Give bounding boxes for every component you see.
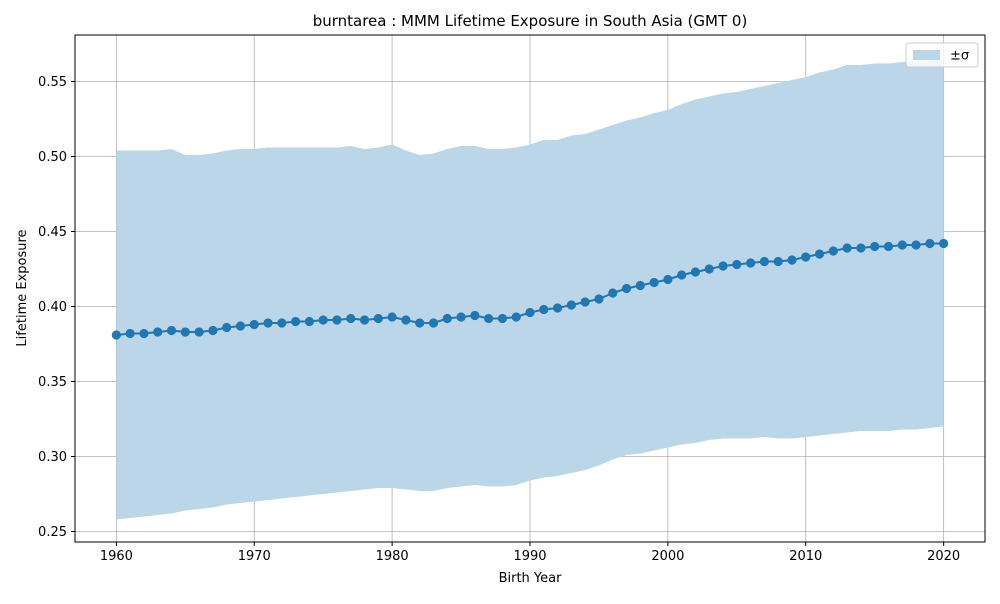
mean-point [428,318,439,328]
mean-point [304,316,314,327]
y-tick-label: 0.25 [38,525,67,540]
mean-point [111,330,121,340]
mean-point [594,294,604,304]
mean-point [387,312,397,322]
mean-point [194,327,204,337]
mean-point [718,261,728,271]
mean-point [539,304,549,315]
mean-point [525,307,535,318]
mean-point [814,249,825,259]
x-tick-label: 2010 [789,549,822,564]
mean-point [566,300,576,310]
mean-point [759,256,769,267]
x-tick-label: 1990 [513,549,546,564]
mean-point [359,315,370,325]
mean-point [842,243,852,253]
legend-band-swatch [913,50,940,60]
mean-point [635,280,645,291]
mean-point [401,315,411,325]
mean-point [166,325,177,336]
mean-point [677,270,687,280]
mean-point [277,318,287,328]
mean-point [870,241,880,252]
mean-point [856,243,866,253]
mean-point [663,274,673,285]
mean-point [235,321,246,331]
mean-point [415,318,425,328]
mean-point [787,255,797,265]
legend-box [905,42,979,68]
mean-point [208,325,218,336]
mean-point [153,327,163,337]
mean-point [511,312,521,322]
std-band [116,59,944,520]
mean-point [456,312,466,322]
mean-point [346,313,356,324]
mean-point [732,259,742,270]
mean-point [911,240,921,250]
y-tick-label: 0.30 [38,450,67,465]
mean-point [373,313,383,324]
y-ticks: 0.25 0.30 0.35 0.40 0.45 0.50 0.55 [38,75,75,540]
x-tick-label: 1980 [376,549,409,564]
y-axis-label: Lifetime Exposure [15,229,30,346]
mean-point [318,315,328,325]
legend: ±σ [905,42,979,68]
mean-point [222,322,232,333]
x-tick-label: 2020 [927,549,960,564]
mean-point [442,313,452,324]
mean-point [470,310,480,321]
mean-point [801,252,811,262]
y-tick-label: 0.50 [38,150,67,165]
mean-point [925,238,935,249]
x-ticks: 1960 1970 1980 1990 2000 2010 2020 [100,542,960,564]
mean-point [690,267,701,277]
mean-point [649,277,659,288]
mean-point [484,313,494,324]
mean-point [580,297,590,307]
mean-point [332,315,342,325]
chart-title: burntarea : MMM Lifetime Exposure in Sou… [313,12,748,30]
mean-point [621,283,632,294]
mean-point [897,240,907,250]
mean-point [180,327,190,337]
y-tick-label: 0.35 [38,375,67,390]
x-tick-label: 1970 [238,549,271,564]
x-tick-label: 2000 [651,549,684,564]
mean-point [125,328,135,339]
mean-point [608,288,618,298]
mean-point [497,313,508,324]
mean-point [746,258,756,268]
x-tick-label: 1960 [100,549,133,564]
y-tick-label: 0.40 [38,300,67,315]
std-band-layer [116,59,944,520]
mean-point-layer [111,238,949,340]
y-tick-label: 0.45 [38,225,67,240]
mean-point [704,264,714,274]
mean-point [139,328,149,339]
legend-band-label: ±σ [950,49,969,64]
mean-point [883,241,894,252]
mean-point [249,319,259,330]
y-tick-label: 0.55 [38,75,67,90]
x-axis-label: Birth Year [499,571,563,586]
mean-point [552,303,563,313]
mean-point [263,318,273,328]
mean-point [291,316,301,327]
mean-point [828,246,838,256]
mean-point [773,256,783,267]
mean-point [939,238,949,249]
